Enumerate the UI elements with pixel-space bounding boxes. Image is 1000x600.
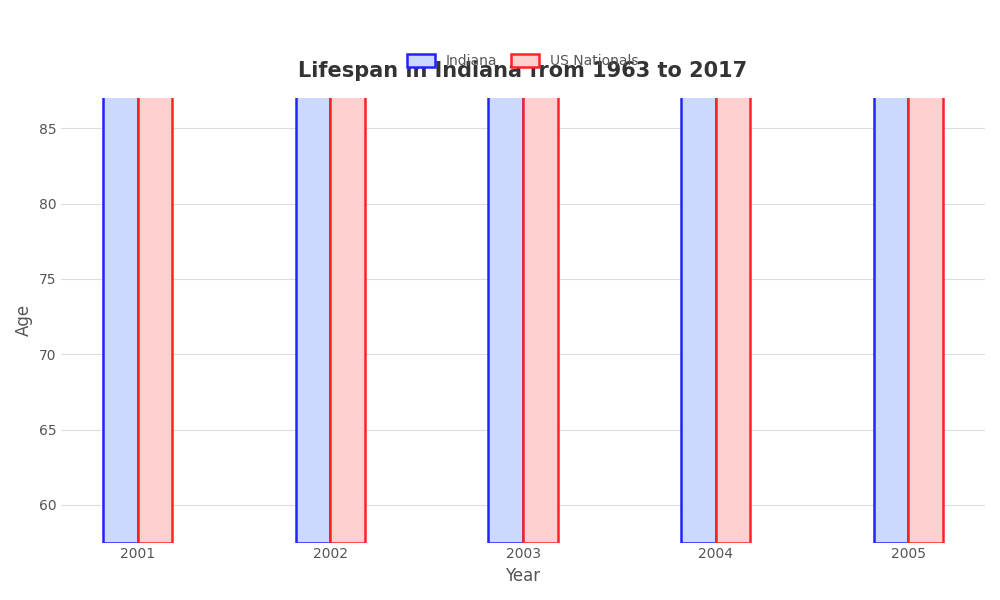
Bar xyxy=(488,0,523,542)
Legend: Indiana, US Nationals: Indiana, US Nationals xyxy=(400,47,646,75)
Bar xyxy=(908,0,943,542)
Y-axis label: Age: Age xyxy=(15,304,33,337)
Bar xyxy=(103,0,138,542)
Bar xyxy=(874,0,908,542)
X-axis label: Year: Year xyxy=(505,567,541,585)
Bar xyxy=(716,0,750,542)
Bar xyxy=(330,0,365,542)
Bar xyxy=(681,0,716,542)
Bar xyxy=(138,0,172,542)
Title: Lifespan in Indiana from 1963 to 2017: Lifespan in Indiana from 1963 to 2017 xyxy=(298,61,748,81)
Bar xyxy=(296,0,330,542)
Bar xyxy=(523,0,558,542)
